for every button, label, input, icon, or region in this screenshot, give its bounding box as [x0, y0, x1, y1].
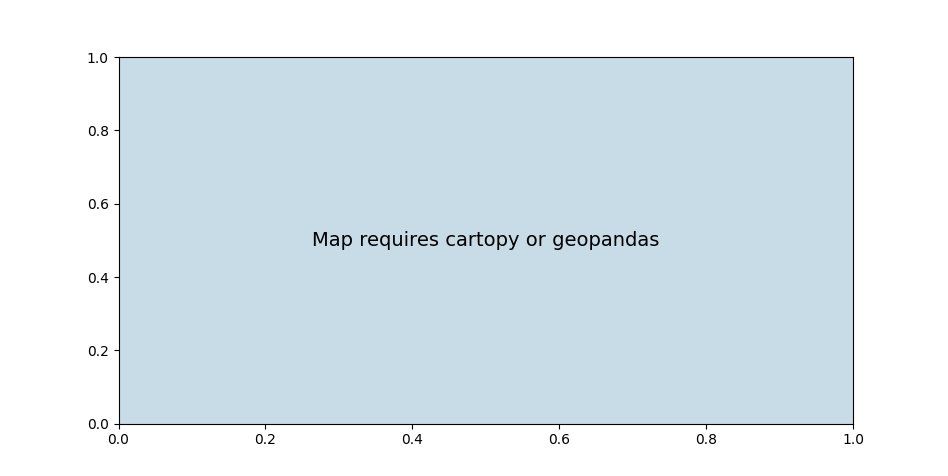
Text: Map requires cartopy or geopandas: Map requires cartopy or geopandas: [312, 231, 660, 250]
